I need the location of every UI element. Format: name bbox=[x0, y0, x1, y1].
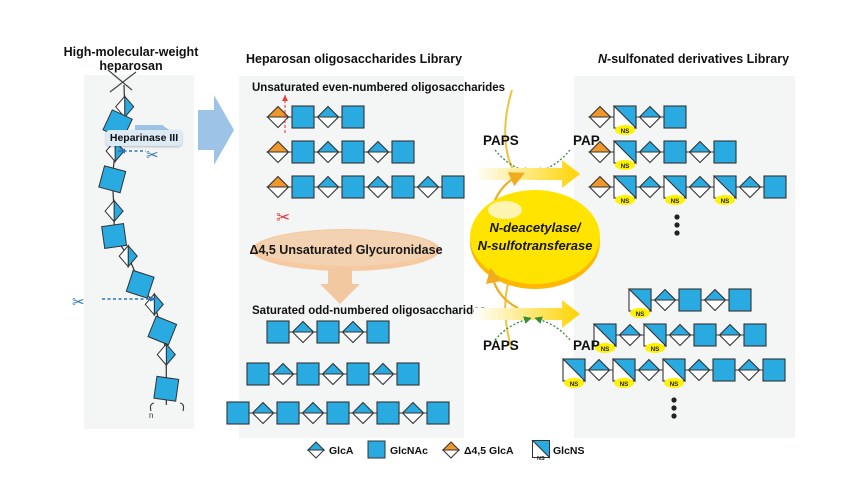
svg-text:✂: ✂ bbox=[276, 208, 290, 227]
svg-text:PAP: PAP bbox=[573, 133, 600, 148]
svg-text:GlcNS: GlcNS bbox=[553, 445, 585, 457]
svg-text:NS: NS bbox=[670, 381, 679, 388]
svg-text:NS: NS bbox=[601, 346, 610, 353]
svg-text:NS: NS bbox=[621, 128, 630, 135]
svg-text:NS: NS bbox=[721, 198, 730, 205]
svg-text:PAPS: PAPS bbox=[483, 338, 519, 353]
svg-text:PAPS: PAPS bbox=[483, 133, 519, 148]
svg-text:NS: NS bbox=[621, 163, 630, 170]
svg-text:NS: NS bbox=[621, 198, 630, 205]
svg-text:Δ4,5 GlcA: Δ4,5 GlcA bbox=[464, 445, 514, 457]
svg-text:n: n bbox=[149, 411, 153, 420]
svg-text:NS: NS bbox=[671, 198, 680, 205]
svg-text:NS: NS bbox=[620, 381, 629, 388]
svg-text:✂: ✂ bbox=[72, 294, 85, 311]
svg-text:Δ4,5 Unsaturated Glycuronidase: Δ4,5 Unsaturated Glycuronidase bbox=[249, 243, 442, 257]
svg-text:NS: NS bbox=[651, 346, 660, 353]
svg-text:NS: NS bbox=[570, 381, 579, 388]
svg-text:NS: NS bbox=[537, 456, 545, 462]
svg-text:✂: ✂ bbox=[146, 147, 159, 164]
svg-text:GlcA: GlcA bbox=[329, 445, 354, 457]
svg-text:N-deacetylase/: N-deacetylase/ bbox=[489, 220, 581, 235]
svg-text:GlcNAc: GlcNAc bbox=[390, 445, 428, 457]
svg-text:NS: NS bbox=[636, 311, 645, 318]
svg-text:N-sulfotransferase: N-sulfotransferase bbox=[478, 238, 593, 253]
svg-text:PAP: PAP bbox=[573, 338, 600, 353]
